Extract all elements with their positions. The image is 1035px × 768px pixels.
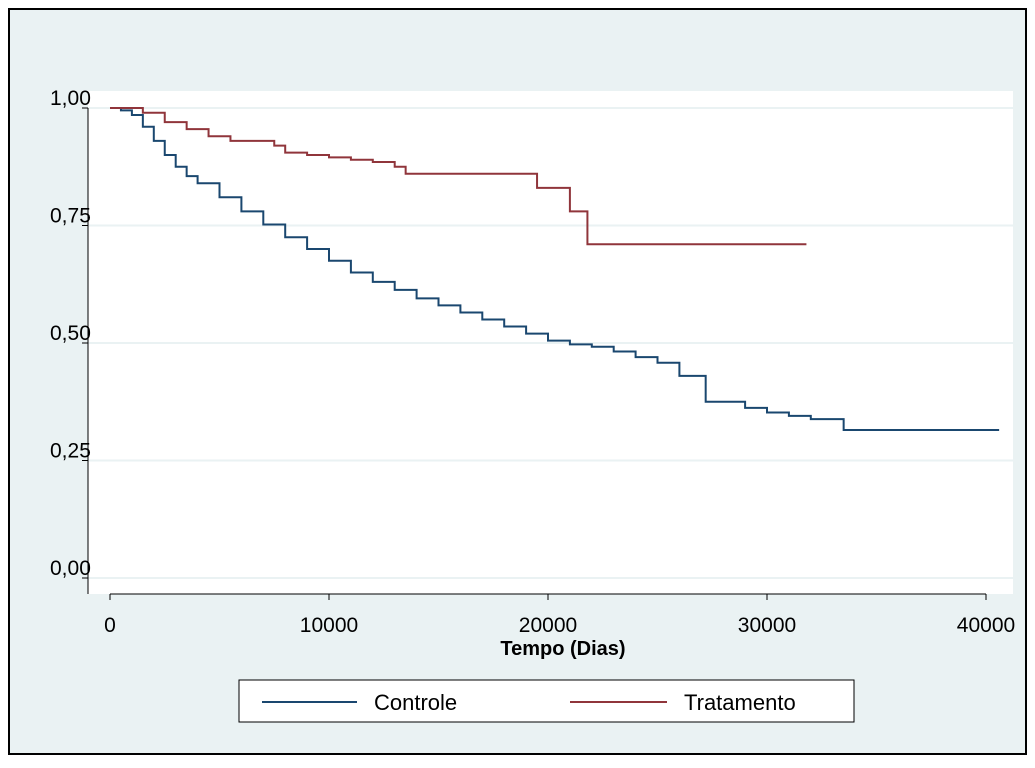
series-line-controle [110, 107, 1000, 431]
y-tick-label: 0,50 [50, 322, 91, 345]
legend: Controle Tratamento [238, 679, 855, 723]
tick-labels: 0,00 0,25 0,50 0,75 1,00 0 10000 20000 30000 4000… [50, 87, 1015, 637]
x-axis-title: Tempo (Dias) [500, 638, 625, 660]
x-tick-label: 20000 [519, 614, 577, 637]
x-tick-label: 0 [104, 614, 116, 637]
y-tick-label: 0,25 [50, 440, 91, 463]
series-line-tratamento [110, 107, 807, 246]
grid-lines [88, 107, 1013, 579]
legend-label-controle: Controle [374, 690, 457, 715]
y-tick-label: 0,75 [50, 205, 91, 228]
x-tick-label: 40000 [957, 614, 1015, 637]
series-lines [110, 107, 1000, 431]
y-tick-label: 0,00 [50, 557, 91, 580]
x-tick-label: 10000 [300, 614, 358, 637]
legend-label-tratamento: Tratamento [684, 690, 796, 715]
y-tick-label: 1,00 [50, 87, 91, 110]
x-tick-label: 30000 [738, 614, 796, 637]
